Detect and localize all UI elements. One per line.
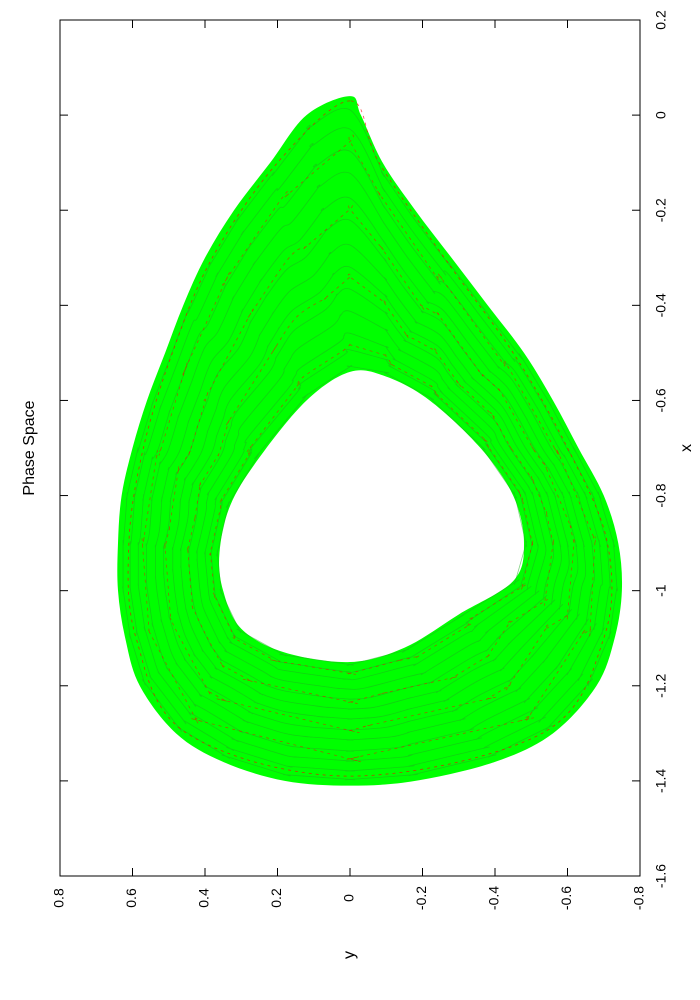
x-axis-label: x [678,444,695,452]
orbit-line [162,218,579,731]
orbit-line [171,243,570,720]
orbit-line [204,332,539,681]
orbit-line [180,265,562,710]
x-tick-label: -1.2 [653,674,669,698]
x-tick-label: -1.6 [653,864,669,888]
label-group: Phase Space x y [21,400,695,959]
dashed-orbit-line [141,134,597,763]
orbit-line [216,364,528,666]
chart-title: Phase Space [21,400,38,495]
y-tick-label: -0.8 [631,886,647,910]
x-tick-label: -0.4 [653,293,669,317]
x-tick-label: -0.6 [653,388,669,412]
orbit-line [154,196,587,741]
y-tick-label: 0.2 [268,888,284,908]
x-tick-label: 0 [653,111,669,119]
x-tick-label: -1 [653,584,669,597]
attractor-band [117,96,623,786]
y-tick-label: 0.4 [196,888,212,908]
orbit-line [210,349,533,674]
orbit-line [196,310,547,690]
orbit-line [145,171,595,752]
y-tick-label: 0 [341,894,357,902]
orbit-line [122,107,618,781]
tick-group: -1.6 -1.4 -1.2 -1 -0.8 -0.6 -0.4 -0.2 0 0.2 -0.8 -0… [51,10,669,910]
x-tick-label: -0.8 [653,483,669,507]
orbit-line [137,149,603,762]
y-axis-label: y [341,951,358,959]
dashed-series-curve [127,100,613,777]
y-tick-label: -0.2 [413,886,429,910]
orbit-line [188,288,555,700]
dashed-orbit-line [209,343,534,675]
dashed-orbit-line [186,273,555,704]
x-tick-label: 0.2 [653,10,669,30]
x-tick-label: -1.4 [653,769,669,793]
x-tick-label: -0.2 [653,198,669,222]
y-tick-label: -0.4 [486,886,502,910]
y-tick-label: 0.6 [123,888,139,908]
y-tick-label: 0.8 [51,888,67,908]
y-tick-label: -0.6 [558,886,574,910]
dashed-orbit-line [164,204,575,733]
plot-area [59,19,641,877]
